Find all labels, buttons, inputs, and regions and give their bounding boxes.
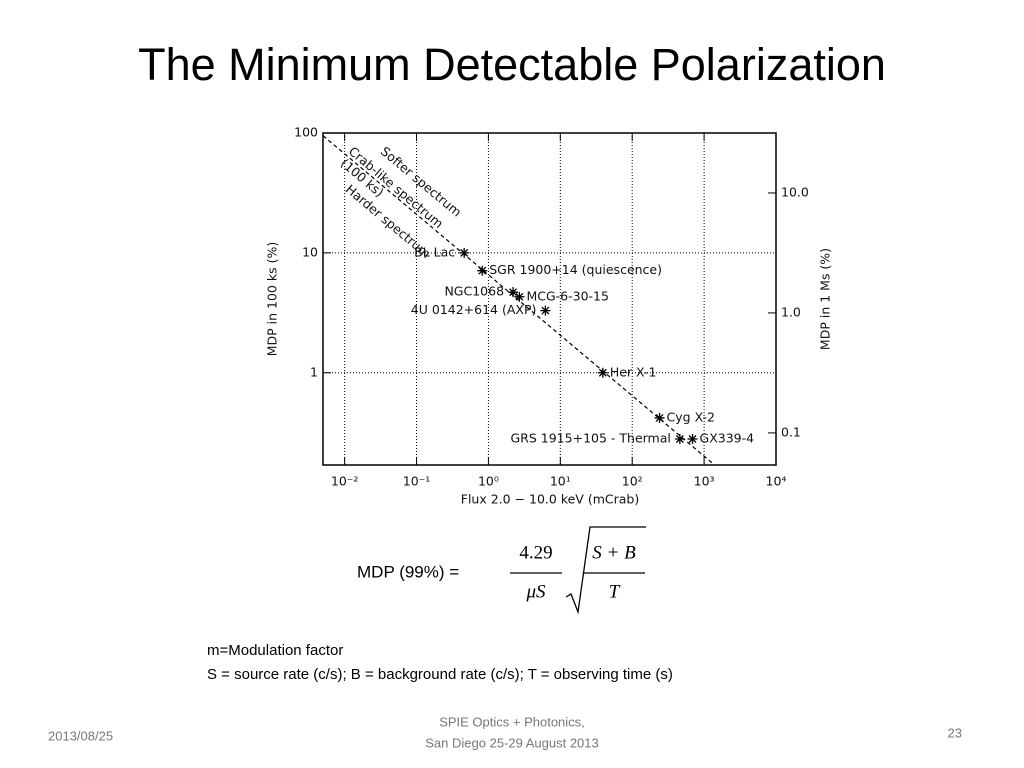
- y-tick-label: 100: [294, 125, 318, 140]
- point: [674, 434, 685, 445]
- formula-denominator: μS: [525, 581, 546, 602]
- x-tick-label: 10⁴: [766, 474, 787, 489]
- y2-tick-label: 10.0: [781, 184, 809, 199]
- point-label: BL Lac: [414, 244, 455, 259]
- point-label: MCG-6-30-15: [526, 288, 609, 303]
- point: [508, 287, 519, 298]
- x-tick-label: 10¹: [550, 474, 571, 489]
- point-label: Cyg X-2: [667, 409, 715, 424]
- footer-date: 2013/08/25: [48, 728, 113, 743]
- y-tick-label: 10: [302, 244, 318, 259]
- root-numerator: S + B: [592, 542, 636, 563]
- point-label: 4U 0142+614 (AXP): [411, 302, 537, 317]
- point-label: GX339-4: [700, 431, 755, 446]
- point: [540, 305, 551, 316]
- x-tick-label: 10³: [694, 474, 715, 489]
- point-label: Her X-1: [610, 364, 657, 379]
- x-tick-label: 10⁻¹: [403, 474, 431, 489]
- point: [477, 265, 488, 276]
- note: S = source rate (c/s); B = background ra…: [207, 666, 673, 683]
- sqrt-sign: [565, 526, 646, 615]
- point: [514, 291, 525, 302]
- chart: Flux 2.0 − 10.0 keV (mCrab) MDP in 100 k…: [265, 125, 833, 507]
- y-tick-label: 1: [310, 364, 318, 379]
- y2-tick-label: 1.0: [781, 304, 801, 319]
- formula-lhs: MDP (99%) =: [357, 562, 459, 581]
- point: [597, 367, 608, 378]
- point-label: NGC1068: [444, 284, 504, 299]
- plot-frame: [322, 132, 777, 466]
- point: [654, 412, 665, 423]
- x-axis-label: Flux 2.0 − 10.0 keV (mCrab): [461, 492, 639, 507]
- note: m=Modulation factor: [207, 642, 343, 659]
- x-tick-label: 10²: [622, 474, 643, 489]
- formula-numerator: 4.29: [519, 542, 552, 563]
- footer-event: San Diego 25-29 August 2013: [425, 735, 598, 750]
- point: [687, 434, 698, 445]
- y2-axis-label: MDP in 1 Ms (%): [818, 248, 833, 350]
- x-tick-label: 10⁻²: [331, 474, 359, 489]
- root-denominator: T: [609, 581, 621, 602]
- footer-page: 23: [948, 725, 962, 740]
- point-label: SGR 1900+14 (quiescence): [489, 262, 662, 277]
- formula: MDP (99%) = 4.29 μS S + B T: [357, 526, 646, 615]
- y-axis-label: MDP in 100 ks (%): [265, 242, 280, 356]
- footer-event: SPIE Optics + Photonics,: [439, 714, 585, 729]
- slide-title: The Minimum Detectable Polarization: [138, 39, 886, 90]
- y2-tick-label: 0.1: [781, 424, 801, 439]
- x-tick-label: 10⁰: [478, 474, 499, 489]
- point-label: GRS 1915+105 - Thermal: [511, 431, 671, 446]
- point: [459, 247, 470, 258]
